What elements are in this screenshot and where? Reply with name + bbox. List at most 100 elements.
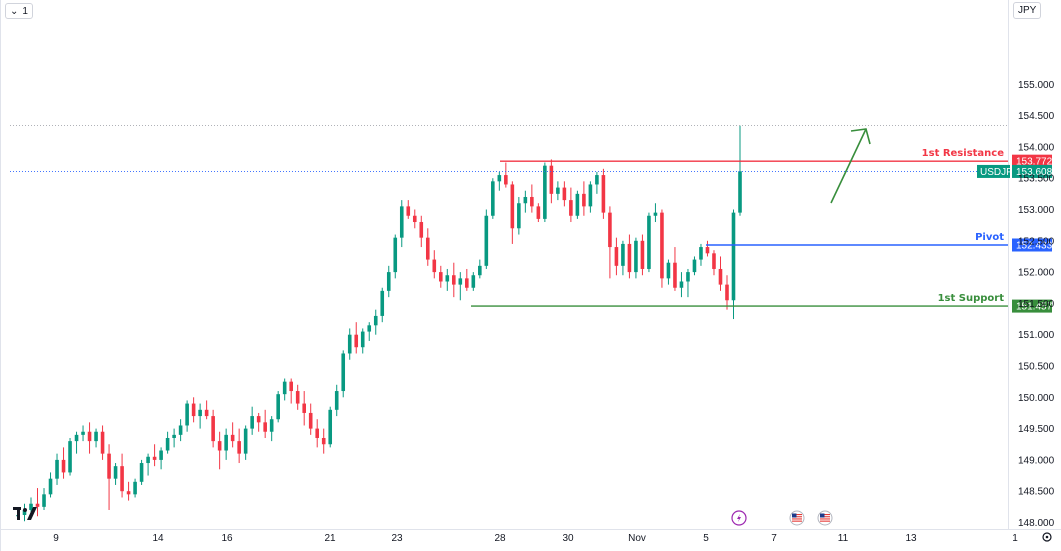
level-price-tag: [1012, 154, 1052, 168]
level-label: Pivot: [975, 232, 1004, 243]
candle: [575, 190, 580, 219]
candle: [465, 268, 469, 291]
candle-body: [445, 275, 450, 282]
candle: [152, 444, 157, 467]
time-tick-label: 23: [391, 533, 403, 544]
candle: [120, 453, 124, 498]
candle: [412, 209, 417, 229]
flag-stripe: [820, 516, 830, 518]
candle: [425, 228, 430, 266]
price-tick-label: 154.000: [1018, 142, 1055, 153]
candle: [367, 322, 372, 341]
arrow-shaft: [830, 128, 867, 204]
candle: [491, 178, 495, 219]
candle: [328, 406, 333, 448]
candle: [126, 481, 131, 501]
candle: [256, 412, 261, 432]
candle: [445, 268, 450, 291]
candle: [556, 181, 560, 201]
level-price-tag-text: 151.457: [1016, 302, 1053, 313]
candle-body: [74, 434, 79, 442]
candle: [647, 212, 651, 273]
indicators-collapse-button[interactable]: ⌄ 1: [5, 3, 33, 19]
candle-body: [230, 434, 235, 442]
price-tick-label: 154.500: [1018, 111, 1055, 122]
candle-body: [517, 203, 521, 229]
candle-body: [666, 262, 671, 279]
candle: [432, 250, 437, 279]
candle-body: [360, 331, 365, 348]
candle: [81, 425, 85, 442]
candle: [504, 162, 508, 188]
price-tick-label: 150.000: [1018, 393, 1055, 404]
candle: [61, 447, 66, 479]
candle: [276, 391, 280, 423]
symbol-tag-text: USDJPY: [980, 167, 1020, 178]
candle-body: [705, 247, 710, 254]
price-tick-label: 150.500: [1018, 362, 1055, 373]
price-axis[interactable]: 155.000 154.500 154.000 153.500 153.000 152.5…: [1018, 80, 1055, 529]
flag-stripe: [820, 520, 830, 522]
candle: [263, 409, 267, 438]
candle-body: [588, 184, 593, 207]
candle: [48, 472, 53, 498]
candle: [315, 419, 320, 448]
time-tick-label: 16: [221, 533, 233, 544]
candle: [269, 416, 274, 442]
arrow-up-icon: [830, 128, 871, 204]
candle-body: [55, 459, 59, 479]
last-price-tag: [1012, 164, 1052, 178]
candle-body: [399, 206, 404, 238]
candle: [458, 272, 463, 301]
candle: [497, 171, 502, 191]
candle: [224, 428, 228, 460]
level-price-tag: [1012, 299, 1052, 313]
candle-body: [556, 187, 560, 194]
time-tick-label: 21: [324, 533, 336, 544]
candle-body: [224, 434, 228, 451]
candle-body: [647, 215, 651, 269]
candle: [198, 403, 202, 429]
candle: [133, 478, 137, 498]
candle-body: [152, 456, 157, 460]
level-label: 1st Support: [938, 293, 1005, 304]
candle: [204, 400, 209, 420]
us-flag-icon: [789, 510, 805, 526]
candle: [569, 187, 573, 223]
candle-body: [68, 441, 72, 473]
time-axis[interactable]: 9 14 16 21 23 28 30 Nov 5 7 11 13 1: [53, 532, 1052, 544]
candle-body: [35, 503, 40, 507]
candle-body: [42, 494, 46, 507]
candle-body: [243, 428, 248, 454]
candle-body: [22, 509, 27, 515]
candle-body: [347, 334, 352, 354]
candle-body: [367, 325, 372, 332]
candle: [471, 272, 476, 291]
candle-body: [523, 196, 528, 204]
time-tick-label: 13: [905, 533, 917, 544]
candle-body: [608, 212, 612, 248]
flag-stripe: [820, 514, 830, 516]
candle-body: [185, 403, 189, 426]
candle-body: [738, 171, 742, 213]
candle: [22, 503, 27, 522]
candle: [308, 403, 313, 435]
candle: [139, 459, 144, 485]
currency-button[interactable]: JPY: [1013, 2, 1042, 19]
candle-body: [198, 409, 202, 417]
gear-icon: [1042, 532, 1052, 542]
candle-body: [640, 240, 645, 269]
candle-body: [29, 503, 33, 510]
time-tick-label: 11: [838, 533, 849, 544]
indicator-count: 1: [22, 5, 28, 17]
candle: [386, 265, 391, 298]
candle: [666, 259, 671, 285]
candle: [68, 437, 72, 476]
candle-body: [107, 453, 111, 479]
level-price-tag-text: 153.772: [1016, 157, 1053, 168]
currency-label: JPY: [1018, 5, 1037, 16]
candle: [321, 428, 326, 454]
candle: [185, 400, 189, 432]
candle-body: [276, 394, 280, 420]
